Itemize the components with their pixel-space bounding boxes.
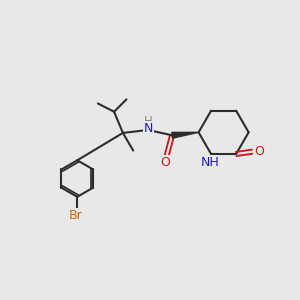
Text: NH: NH	[200, 156, 219, 169]
Text: H: H	[144, 115, 153, 128]
Text: O: O	[254, 145, 264, 158]
Text: Br: Br	[69, 208, 83, 222]
Text: N: N	[144, 122, 153, 135]
Polygon shape	[172, 132, 199, 138]
Text: O: O	[161, 156, 170, 169]
